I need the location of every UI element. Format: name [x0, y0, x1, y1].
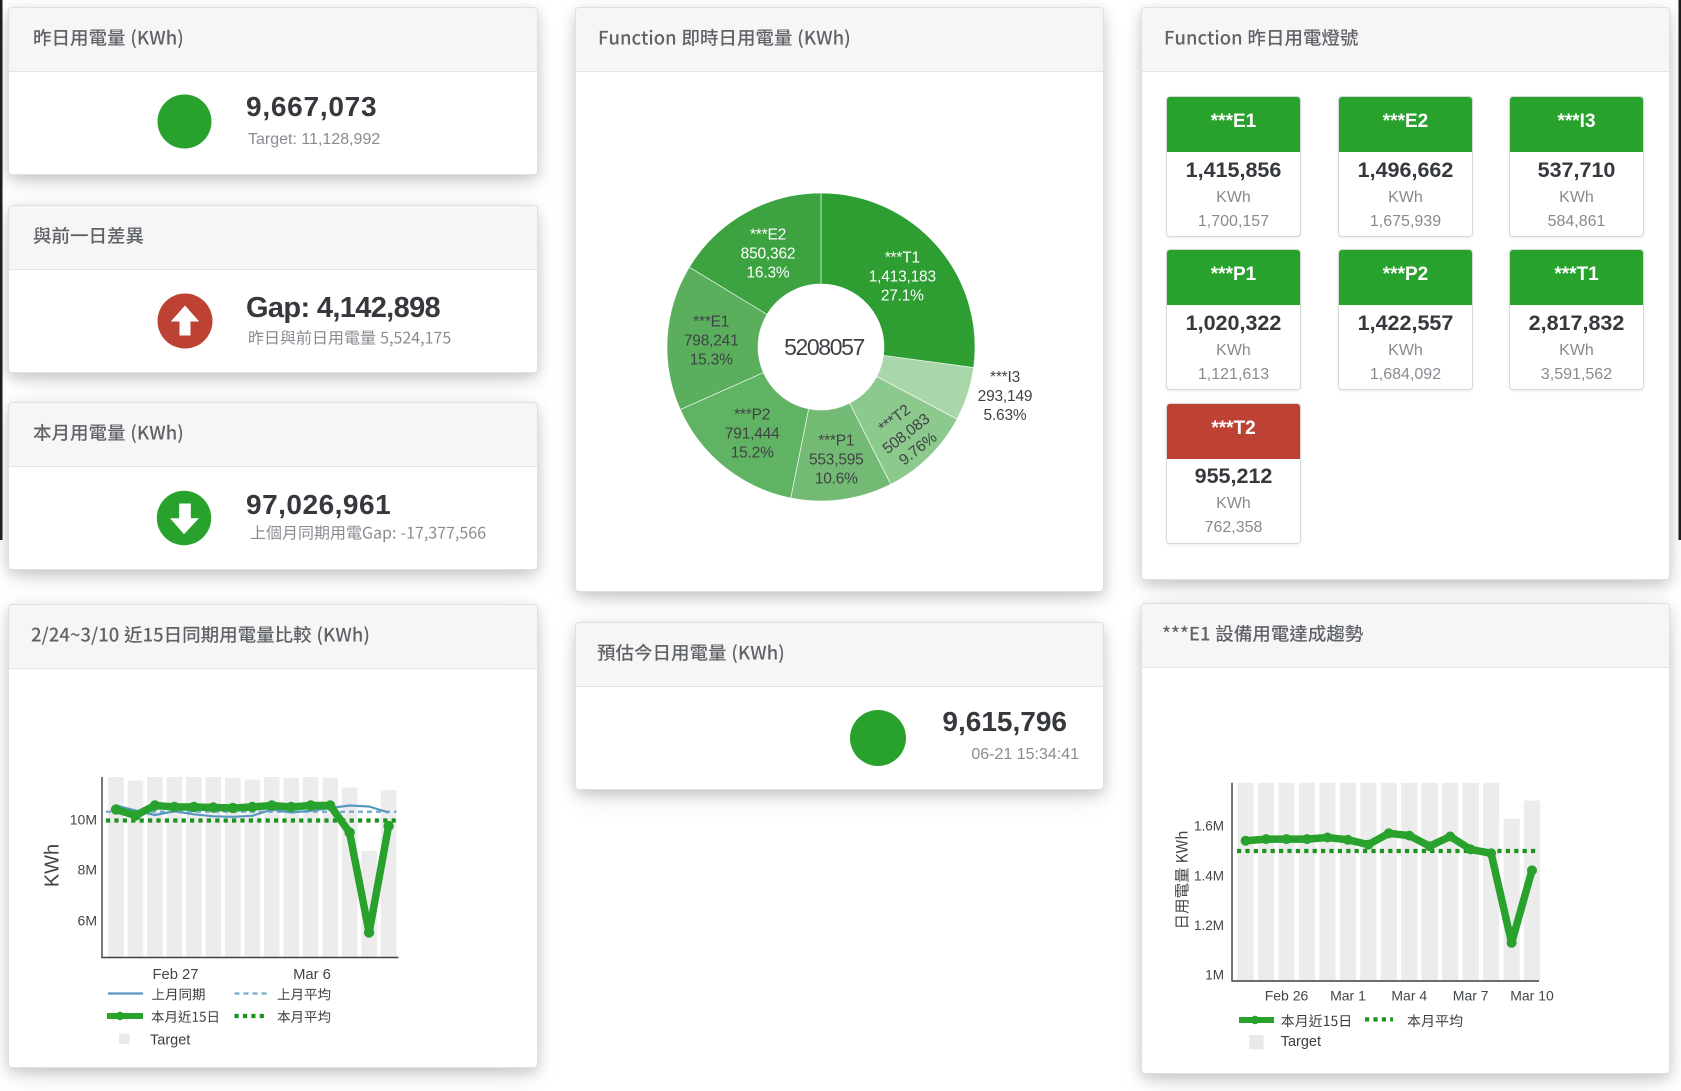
svg-text:10M: 10M — [70, 811, 97, 827]
svg-text:16.3%: 16.3% — [747, 264, 790, 281]
svg-text:1.6M: 1.6M — [1194, 819, 1224, 834]
svg-text:1M: 1M — [1205, 968, 1224, 983]
svg-text:***P2: ***P2 — [734, 406, 770, 423]
svg-text:***E1: ***E1 — [693, 314, 729, 331]
svg-text:553,595: 553,595 — [809, 452, 864, 469]
svg-text:850,362: 850,362 — [741, 245, 796, 262]
svg-text:6M: 6M — [78, 912, 97, 928]
svg-text:***E2: ***E2 — [750, 226, 786, 243]
svg-text:798,241: 798,241 — [684, 333, 739, 350]
svg-text:KWh: KWh — [42, 844, 64, 887]
svg-text:***I3: ***I3 — [990, 369, 1020, 386]
svg-text:***P1: ***P1 — [818, 433, 854, 450]
svg-text:293,149: 293,149 — [978, 388, 1033, 405]
svg-text:1,413,183: 1,413,183 — [869, 268, 936, 285]
svg-text:Mar 4: Mar 4 — [1391, 988, 1427, 1004]
svg-text:Feb 27: Feb 27 — [152, 967, 198, 983]
svg-text:10.6%: 10.6% — [815, 471, 858, 488]
svg-text:27.1%: 27.1% — [881, 287, 924, 304]
svg-text:791,444: 791,444 — [725, 425, 780, 442]
svg-text:5.63%: 5.63% — [984, 407, 1027, 424]
svg-text:Feb 26: Feb 26 — [1265, 988, 1309, 1004]
svg-text:15.3%: 15.3% — [690, 352, 733, 369]
svg-text:1.4M: 1.4M — [1194, 868, 1224, 883]
svg-text:Target: Target — [150, 1033, 190, 1049]
svg-text:Target: Target — [1281, 1034, 1321, 1050]
svg-text:Mar 10: Mar 10 — [1510, 988, 1554, 1004]
svg-text:8M: 8M — [78, 861, 97, 877]
svg-text:***T1: ***T1 — [885, 249, 920, 266]
svg-text:Mar 1: Mar 1 — [1330, 988, 1366, 1004]
svg-text:Mar 6: Mar 6 — [293, 967, 331, 983]
svg-text:5208057: 5208057 — [784, 334, 864, 360]
svg-text:Mar 7: Mar 7 — [1453, 988, 1489, 1004]
svg-text:1.2M: 1.2M — [1194, 918, 1224, 933]
svg-text:15.2%: 15.2% — [731, 444, 774, 461]
